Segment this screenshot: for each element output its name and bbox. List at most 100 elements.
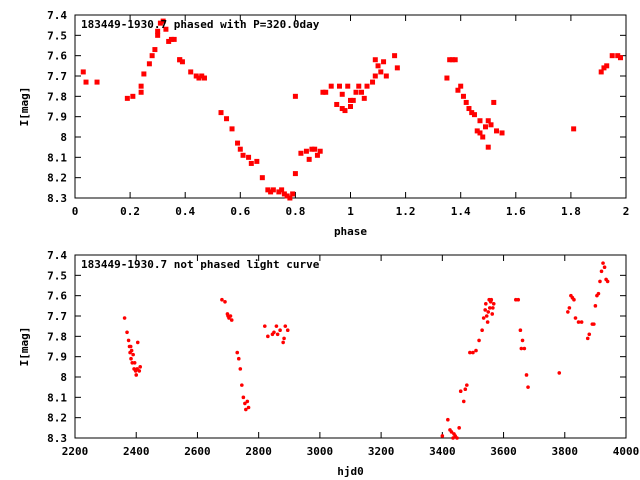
data-point (461, 399, 466, 404)
data-point (236, 356, 241, 361)
y-tick-label: 7.8 (47, 90, 67, 103)
data-point (477, 130, 483, 136)
data-point (285, 328, 290, 333)
data-point (361, 95, 367, 101)
y-tick-label: 8.3 (47, 192, 67, 205)
x-tick-label: 0.6 (230, 205, 250, 218)
y-tick-label: 8.1 (47, 391, 67, 404)
data-point (481, 316, 486, 320)
x-tick-label: 3400 (429, 445, 456, 458)
data-point (615, 53, 621, 59)
data-point (126, 338, 131, 343)
data-point (524, 373, 529, 377)
data-point (238, 367, 243, 371)
data-point (235, 140, 241, 146)
data-point (122, 316, 127, 320)
data-point (491, 306, 495, 310)
data-point (138, 365, 143, 369)
data-point (224, 116, 230, 122)
data-point (276, 189, 282, 195)
data-point (474, 128, 480, 134)
x-tick-label: 3000 (307, 445, 334, 458)
data-point (265, 187, 271, 193)
data-point (193, 73, 199, 79)
x-tick-label: 3800 (552, 445, 579, 458)
data-point (490, 312, 495, 316)
data-point (519, 346, 524, 351)
data-point (199, 73, 205, 79)
data-point (334, 101, 340, 107)
data-point (125, 330, 129, 335)
data-point (259, 175, 265, 181)
data-point (463, 99, 469, 105)
data-point (520, 338, 525, 343)
data-point (348, 97, 353, 103)
data-point (235, 350, 240, 355)
data-point (602, 265, 607, 270)
data-point (491, 302, 496, 306)
data-point (576, 320, 581, 324)
data-point (484, 314, 489, 318)
data-point (124, 95, 130, 101)
y-tick-label: 8.2 (47, 412, 67, 425)
data-point (617, 55, 623, 61)
data-point (557, 371, 562, 375)
data-point (518, 328, 523, 333)
data-point (599, 269, 604, 274)
data-point (306, 156, 312, 162)
data-point (480, 134, 486, 140)
y-tick-label: 8 (60, 131, 67, 144)
data-point (218, 110, 224, 116)
data-point (482, 124, 488, 130)
data-point (458, 83, 464, 89)
data-point (278, 328, 282, 333)
data-point (359, 89, 365, 95)
data-point (601, 65, 607, 71)
data-point (246, 405, 251, 410)
data-point (152, 47, 158, 53)
data-point (392, 53, 398, 59)
data-point (283, 324, 288, 328)
data-point (455, 436, 459, 440)
data-point (342, 108, 348, 114)
data-point (605, 279, 610, 284)
x-tick-label: 3600 (490, 445, 517, 458)
data-point (477, 118, 483, 124)
x-tick-label: 2400 (123, 445, 150, 458)
data-point (487, 306, 492, 310)
data-point (483, 308, 487, 312)
y-tick-label: 7.4 (47, 9, 67, 22)
y-axis-label: I[mag] (18, 327, 31, 367)
data-point (463, 387, 468, 392)
data-point (132, 360, 137, 365)
data-point (201, 75, 207, 81)
data-point (155, 32, 161, 38)
phased-light-curve-panel: 0 0.2 0.4 0.6 0.8 1 1.2 1.4 1.6 1.8 2 7.4 7.5 7.6 7.7 7… (18, 9, 629, 238)
data-point (135, 340, 140, 345)
data-point (466, 106, 472, 112)
data-point (372, 73, 378, 79)
x-tick-label: 0 (72, 205, 79, 218)
x-axis-label: phase (334, 225, 367, 238)
data-point (328, 83, 334, 89)
data-point (356, 83, 362, 89)
data-point (163, 26, 169, 32)
data-point (229, 318, 234, 322)
data-point (290, 191, 296, 197)
data-point (129, 356, 133, 361)
data-point (604, 63, 610, 69)
data-point (499, 130, 505, 136)
y-tick-label: 7.8 (47, 330, 67, 343)
data-point (141, 71, 147, 77)
data-point (449, 430, 454, 434)
data-point (372, 57, 378, 63)
data-point (245, 399, 250, 404)
data-point (281, 191, 287, 197)
data-point (298, 150, 304, 156)
data-point (375, 63, 381, 69)
data-point (339, 106, 345, 112)
data-point (83, 79, 89, 85)
data-point (323, 89, 329, 95)
data-point (160, 18, 166, 24)
y-tick-label: 7.7 (47, 310, 67, 323)
